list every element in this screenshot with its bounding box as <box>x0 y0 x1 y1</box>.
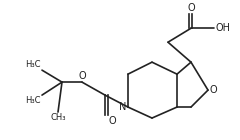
Text: O: O <box>78 71 86 81</box>
Text: H₃C: H₃C <box>25 96 41 105</box>
Text: OH: OH <box>215 23 230 33</box>
Text: O: O <box>108 116 116 126</box>
Text: O: O <box>187 3 195 13</box>
Text: O: O <box>209 85 217 95</box>
Text: CH₃: CH₃ <box>50 113 66 122</box>
Text: H₃C: H₃C <box>25 60 41 69</box>
Text: N: N <box>120 102 127 112</box>
